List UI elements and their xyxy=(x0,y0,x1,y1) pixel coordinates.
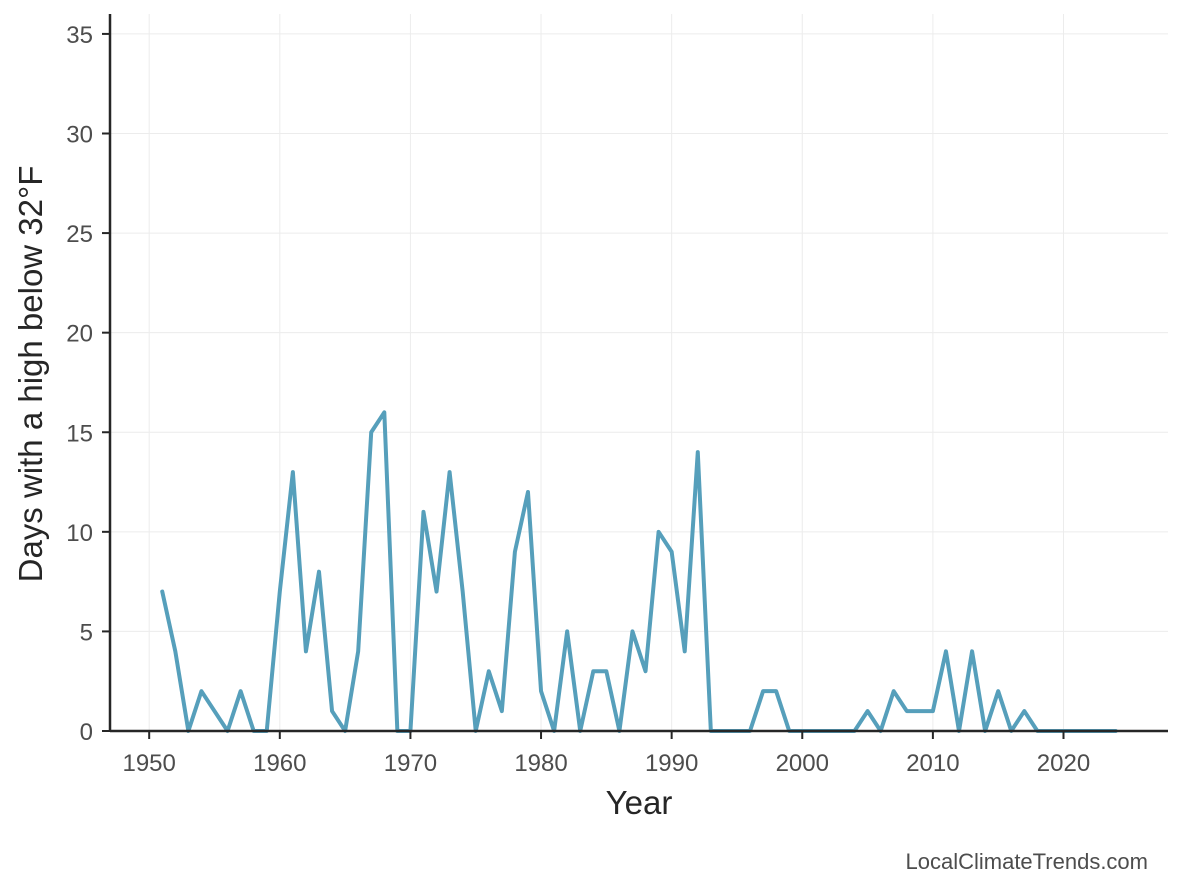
axes xyxy=(102,14,1168,739)
y-tick-label: 15 xyxy=(66,420,93,447)
x-tick-label: 2010 xyxy=(906,750,959,777)
tick-labels: 1950 1960 1970 1980 1990 2000 2010 2020 0 5 10 15 20… xyxy=(66,22,1090,777)
y-tick-label: 5 xyxy=(80,619,93,646)
grid-lines xyxy=(110,14,1168,732)
series-layer xyxy=(160,410,1118,733)
x-tick-label: 2000 xyxy=(776,750,829,777)
y-axis-title: Days with a high below 32°F xyxy=(12,166,49,583)
x-tick-label: 1980 xyxy=(514,750,567,777)
y-tick-label: 30 xyxy=(66,122,93,149)
watermark-text: LocalClimateTrends.com xyxy=(905,849,1149,874)
y-tick-label: 35 xyxy=(66,22,93,49)
x-tick-label: 1990 xyxy=(645,750,698,777)
y-tick-label: 10 xyxy=(66,520,93,547)
x-tick-label: 1960 xyxy=(253,750,306,777)
x-axis-title: Year xyxy=(606,784,673,821)
x-tick-label: 1970 xyxy=(384,750,437,777)
x-tick-label: 1950 xyxy=(122,750,175,777)
y-tick-label: 25 xyxy=(66,221,93,248)
y-tick-label: 20 xyxy=(66,321,93,348)
series-line xyxy=(160,410,1118,733)
x-tick-label: 2020 xyxy=(1037,750,1090,777)
y-tick-label: 0 xyxy=(80,719,93,746)
